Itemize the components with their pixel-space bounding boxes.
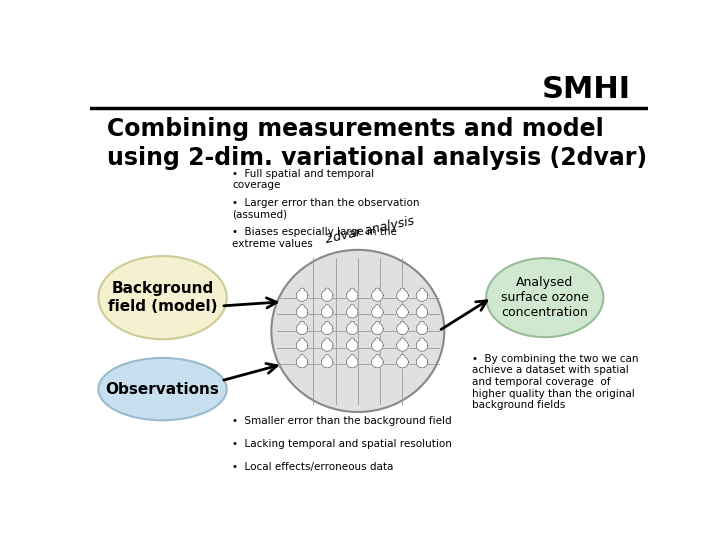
Polygon shape [325, 288, 330, 290]
Polygon shape [321, 340, 333, 352]
Polygon shape [346, 340, 358, 352]
Text: SMHI: SMHI [542, 75, 631, 104]
Polygon shape [420, 321, 424, 323]
Polygon shape [400, 338, 405, 340]
Polygon shape [397, 340, 408, 352]
Polygon shape [375, 355, 379, 356]
Polygon shape [321, 306, 333, 318]
Polygon shape [300, 305, 305, 306]
Polygon shape [372, 306, 383, 318]
Text: •  By combining the two we can
achieve a dataset with spatial
and temporal cover: • By combining the two we can achieve a … [472, 354, 639, 410]
Text: Analysed
surface ozone
concentration: Analysed surface ozone concentration [501, 276, 589, 319]
Polygon shape [321, 356, 333, 368]
Polygon shape [350, 338, 355, 340]
Polygon shape [416, 340, 428, 352]
Ellipse shape [99, 358, 227, 420]
Polygon shape [350, 355, 355, 356]
Polygon shape [321, 323, 333, 335]
Polygon shape [325, 321, 330, 323]
Text: •  Biases especially large in the
extreme values: • Biases especially large in the extreme… [233, 227, 397, 248]
Polygon shape [350, 288, 355, 290]
Polygon shape [325, 305, 330, 306]
Polygon shape [397, 356, 408, 368]
Text: •  Local effects/erroneous data: • Local effects/erroneous data [233, 462, 394, 472]
Polygon shape [372, 290, 383, 301]
Polygon shape [300, 321, 305, 323]
Polygon shape [296, 340, 308, 352]
Polygon shape [346, 323, 358, 335]
Polygon shape [300, 338, 305, 340]
Polygon shape [296, 323, 308, 335]
Polygon shape [400, 305, 405, 306]
Polygon shape [397, 323, 408, 335]
Polygon shape [372, 340, 383, 352]
Polygon shape [325, 338, 330, 340]
Polygon shape [325, 355, 330, 356]
Polygon shape [300, 288, 305, 290]
Polygon shape [420, 305, 424, 306]
Polygon shape [296, 290, 308, 301]
Ellipse shape [486, 258, 603, 337]
Polygon shape [321, 290, 333, 301]
Polygon shape [346, 306, 358, 318]
Text: •  Smaller error than the background field: • Smaller error than the background fiel… [233, 416, 452, 426]
Text: Combining measurements and model: Combining measurements and model [107, 117, 603, 141]
Polygon shape [375, 288, 379, 290]
Polygon shape [420, 288, 424, 290]
Polygon shape [397, 306, 408, 318]
Polygon shape [400, 288, 405, 290]
Text: •  Full spatial and temporal
coverage: • Full spatial and temporal coverage [233, 168, 374, 191]
Polygon shape [296, 356, 308, 368]
Ellipse shape [99, 256, 227, 339]
Polygon shape [372, 356, 383, 368]
Text: using 2-dim. variational analysis (2dvar): using 2-dim. variational analysis (2dvar… [107, 146, 647, 170]
Polygon shape [400, 321, 405, 323]
Polygon shape [420, 355, 424, 356]
Polygon shape [416, 356, 428, 368]
Polygon shape [300, 355, 305, 356]
Polygon shape [397, 290, 408, 301]
Polygon shape [296, 306, 308, 318]
Ellipse shape [271, 250, 444, 412]
Text: Observations: Observations [106, 382, 220, 396]
Polygon shape [375, 321, 379, 323]
Polygon shape [375, 338, 379, 340]
Text: •  Lacking temporal and spatial resolution: • Lacking temporal and spatial resolutio… [233, 439, 452, 449]
Text: 2dvar analysis: 2dvar analysis [324, 214, 415, 246]
Polygon shape [372, 323, 383, 335]
Polygon shape [420, 338, 424, 340]
Polygon shape [400, 355, 405, 356]
Polygon shape [375, 305, 379, 306]
Polygon shape [346, 290, 358, 301]
Polygon shape [416, 323, 428, 335]
Text: •  Larger error than the observation
(assumed): • Larger error than the observation (ass… [233, 198, 420, 219]
Polygon shape [350, 321, 355, 323]
Polygon shape [416, 306, 428, 318]
Polygon shape [346, 356, 358, 368]
Text: Background
field (model): Background field (model) [108, 281, 217, 314]
Polygon shape [416, 290, 428, 301]
Polygon shape [350, 305, 355, 306]
